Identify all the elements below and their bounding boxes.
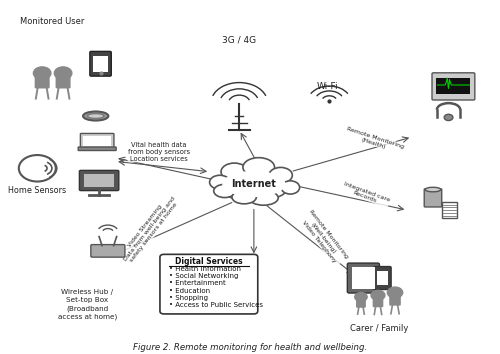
Circle shape: [354, 292, 367, 301]
Ellipse shape: [218, 166, 290, 201]
Text: Monitored User: Monitored User: [20, 17, 84, 27]
FancyBboxPatch shape: [56, 73, 70, 88]
Text: • Access to Public Services: • Access to Public Services: [168, 302, 262, 308]
Text: Wireless Hub /
Set-top Box
(Broadband
access at home): Wireless Hub / Set-top Box (Broadband ac…: [58, 289, 117, 320]
Text: Carer / Family: Carer / Family: [350, 324, 408, 333]
FancyBboxPatch shape: [91, 245, 125, 257]
FancyBboxPatch shape: [424, 189, 442, 207]
Text: Remote Monitoring
(Well-being)
Video Telephony: Remote Monitoring (Well-being) Video Tel…: [298, 209, 348, 267]
FancyBboxPatch shape: [80, 170, 119, 190]
FancyBboxPatch shape: [356, 297, 365, 307]
FancyBboxPatch shape: [90, 51, 112, 76]
FancyBboxPatch shape: [436, 78, 470, 94]
FancyBboxPatch shape: [80, 133, 114, 148]
FancyBboxPatch shape: [84, 136, 111, 146]
FancyBboxPatch shape: [160, 255, 258, 314]
Circle shape: [371, 290, 385, 300]
FancyBboxPatch shape: [78, 147, 116, 150]
FancyBboxPatch shape: [432, 73, 475, 100]
Text: Home Sensors: Home Sensors: [8, 186, 66, 195]
Circle shape: [444, 114, 453, 121]
Text: Internet: Internet: [232, 179, 276, 189]
Ellipse shape: [88, 114, 104, 119]
Ellipse shape: [221, 163, 248, 181]
FancyBboxPatch shape: [374, 296, 382, 307]
Ellipse shape: [210, 175, 230, 189]
FancyBboxPatch shape: [390, 293, 400, 305]
FancyBboxPatch shape: [442, 202, 458, 218]
Ellipse shape: [281, 181, 299, 194]
Text: • Shopping: • Shopping: [168, 295, 207, 301]
Circle shape: [388, 287, 402, 298]
FancyBboxPatch shape: [374, 267, 391, 290]
Ellipse shape: [269, 167, 292, 183]
Ellipse shape: [243, 158, 274, 177]
Circle shape: [19, 155, 56, 182]
Circle shape: [54, 67, 72, 79]
FancyBboxPatch shape: [84, 174, 114, 188]
Text: Digital Services: Digital Services: [175, 257, 242, 266]
Ellipse shape: [425, 187, 441, 192]
Text: • Entertainment: • Entertainment: [168, 280, 226, 286]
FancyBboxPatch shape: [36, 73, 49, 88]
Text: 3G / 4G: 3G / 4G: [222, 36, 256, 45]
Text: Remote Monitoring
(Health): Remote Monitoring (Health): [344, 126, 405, 155]
Text: Video Streaming
Data from well-being and
safety sensors at home: Video Streaming Data from well-being and…: [118, 193, 180, 266]
Ellipse shape: [83, 112, 108, 121]
Text: • Health Information: • Health Information: [168, 266, 240, 272]
Text: • Education: • Education: [168, 287, 210, 293]
Text: Wi-Fi: Wi-Fi: [317, 82, 339, 91]
FancyBboxPatch shape: [376, 271, 388, 285]
Ellipse shape: [214, 184, 236, 198]
Text: Vital health data
from body sensors
Location services: Vital health data from body sensors Loca…: [128, 142, 190, 162]
FancyBboxPatch shape: [352, 267, 375, 289]
FancyBboxPatch shape: [348, 263, 380, 293]
Ellipse shape: [232, 190, 256, 204]
Text: • Social Networking: • Social Networking: [168, 273, 238, 279]
Text: Integrated care
Records: Integrated care Records: [341, 181, 390, 208]
FancyBboxPatch shape: [94, 56, 108, 72]
Circle shape: [34, 67, 51, 79]
Text: Figure 2. Remote monitoring for health and wellbeing.: Figure 2. Remote monitoring for health a…: [133, 343, 367, 352]
Ellipse shape: [249, 190, 278, 205]
Ellipse shape: [222, 171, 286, 197]
